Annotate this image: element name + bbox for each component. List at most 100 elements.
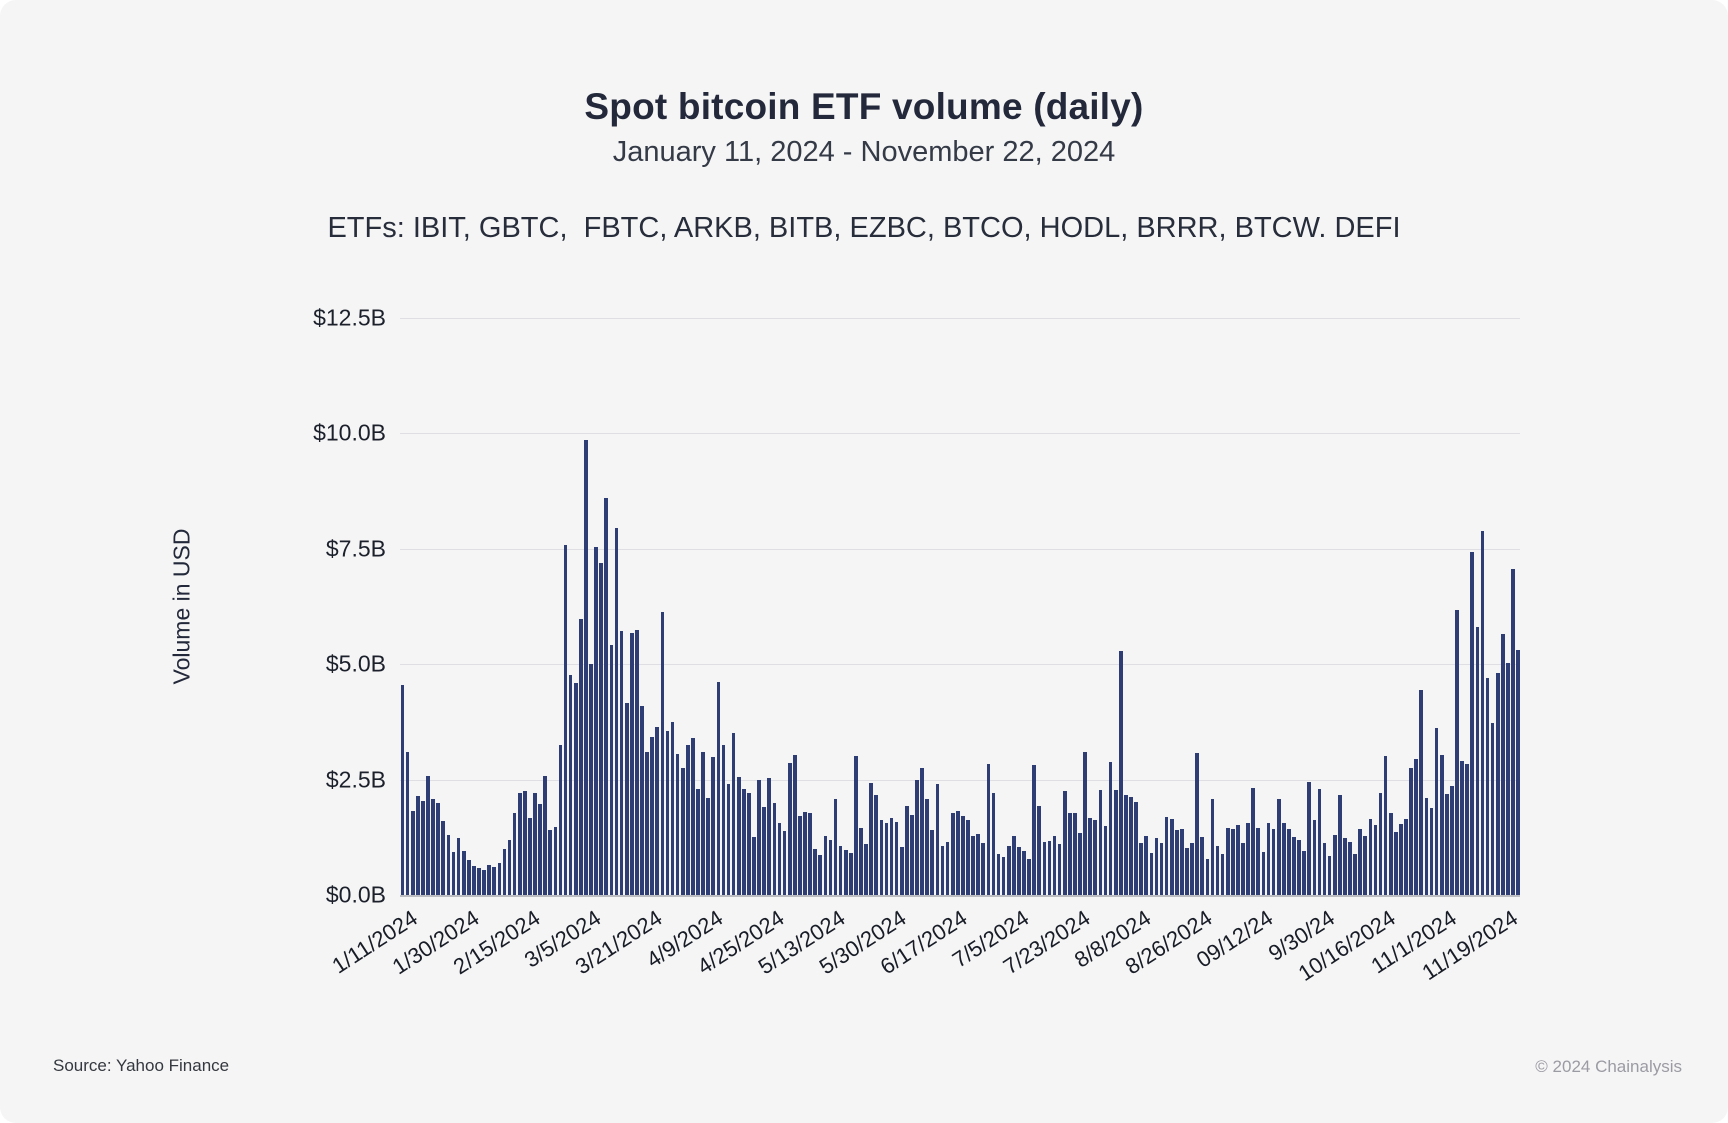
bar-slot — [1225, 318, 1230, 895]
bar-8/21 — [1180, 829, 1184, 895]
bar-slot — [624, 318, 629, 895]
bar-slot — [884, 318, 889, 895]
bar-3/11 — [604, 498, 609, 895]
bar-10/18 — [1388, 812, 1393, 895]
bar-slot — [925, 318, 930, 895]
bar-slot — [1322, 318, 1327, 895]
bar-slot — [507, 318, 512, 895]
bar-7/23 — [1073, 812, 1077, 895]
bar-7/3 — [1006, 845, 1011, 895]
bar-3/18 — [629, 632, 634, 895]
bar-3/25 — [655, 727, 660, 895]
bar-8/30 — [1215, 846, 1220, 895]
bar-slot — [1444, 318, 1449, 895]
bar-9/26 — [1307, 782, 1312, 895]
bar-slot — [818, 318, 823, 895]
bar-5/6 — [803, 812, 807, 895]
bar-4/15 — [726, 784, 731, 895]
bar-11/14 — [1485, 678, 1490, 895]
bar-3/27 — [665, 731, 670, 895]
bar-10/24 — [1409, 767, 1413, 895]
bar-3/12 — [609, 644, 614, 895]
bar-2/27 — [558, 744, 563, 895]
bar-slot — [1281, 318, 1286, 895]
bar-slot — [1128, 318, 1133, 895]
bar-slot — [1261, 318, 1266, 895]
bar-6/12 — [935, 783, 940, 895]
bar-slot — [690, 318, 695, 895]
bar-slot — [1490, 318, 1495, 895]
bar-slot — [1011, 318, 1016, 895]
bar-slot — [1098, 318, 1103, 895]
bar-slot — [1505, 318, 1510, 895]
bar-10/25 — [1414, 759, 1419, 895]
bar-slot — [1373, 318, 1378, 895]
bar-9/30 — [1317, 788, 1322, 895]
bar-slot — [670, 318, 675, 895]
bar-slot — [599, 318, 604, 895]
bar-5/2 — [792, 754, 797, 895]
bar-slot — [1230, 318, 1235, 895]
bar-4/18 — [742, 788, 746, 895]
bar-slot — [1169, 318, 1174, 895]
bar-slot — [604, 318, 609, 895]
bar-slot — [1047, 318, 1052, 895]
bar-1/23 — [436, 803, 441, 895]
bar-slot — [1139, 318, 1144, 895]
bar-slot — [538, 318, 543, 895]
bar-7/29 — [1093, 820, 1098, 895]
bar-slot — [802, 318, 807, 895]
gridline — [400, 318, 1520, 319]
bar-6/21 — [966, 820, 970, 895]
bar-slot — [767, 318, 772, 895]
bar-slot — [904, 318, 909, 895]
bar-slot — [441, 318, 446, 895]
bar-slot — [497, 318, 502, 895]
bar-slot — [1516, 318, 1521, 895]
bar-slot — [532, 318, 537, 895]
bar-slot — [833, 318, 838, 895]
bar-slot — [400, 318, 405, 895]
bar-slot — [945, 318, 950, 895]
bar-2/1 — [472, 866, 476, 895]
bar-2/23 — [548, 829, 553, 895]
bar-slot — [1286, 318, 1291, 895]
bar-7/10 — [1027, 859, 1031, 895]
bar-1/12 — [405, 751, 410, 895]
bar-slot — [1353, 318, 1358, 895]
bar-4/22 — [752, 837, 756, 895]
x-axis-ticks: 1/11/2024 1/30/2024 2/15/2024 3/5/2024 3/21/… — [328, 895, 1522, 1015]
bar-slot — [909, 318, 914, 895]
bar-10/23 — [1404, 819, 1408, 895]
bar-slot — [1088, 318, 1093, 895]
bar-11/6 — [1455, 610, 1459, 895]
bar-3/20 — [640, 705, 644, 895]
bar-2/7 — [492, 867, 497, 895]
bar-slot — [1042, 318, 1047, 895]
bar-2/26 — [553, 826, 558, 895]
bar-8/26 — [1195, 752, 1199, 895]
bar-11/5 — [1450, 786, 1454, 895]
bar-slot — [1021, 318, 1026, 895]
bar-slot — [1414, 318, 1419, 895]
bar-slot — [1500, 318, 1505, 895]
bar-8/27 — [1200, 836, 1205, 895]
bar-slot — [415, 318, 420, 895]
bar-6/13 — [940, 845, 945, 895]
bar-2/8 — [497, 862, 502, 895]
bar-slot — [492, 318, 497, 895]
bar-9/16 — [1266, 822, 1271, 895]
bar-2/22 — [543, 776, 547, 895]
bar-slot — [522, 318, 527, 895]
bar-slot — [675, 318, 680, 895]
y-axis-title-text: Volume in USD — [168, 528, 195, 685]
bar-slot — [848, 318, 853, 895]
bar-slot — [1256, 318, 1261, 895]
bar-11/21 — [1511, 568, 1515, 895]
bar-11/19 — [1500, 634, 1505, 895]
bar-3/5 — [584, 440, 588, 895]
bar-9/20 — [1287, 828, 1291, 895]
bar-10/15 — [1373, 825, 1378, 895]
bar-slot — [1429, 318, 1434, 895]
bar-2/9 — [502, 848, 507, 895]
